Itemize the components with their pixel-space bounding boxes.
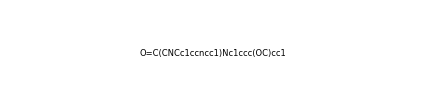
- Text: O=C(CNCc1ccncc1)Nc1ccc(OC)cc1: O=C(CNCc1ccncc1)Nc1ccc(OC)cc1: [139, 49, 286, 58]
